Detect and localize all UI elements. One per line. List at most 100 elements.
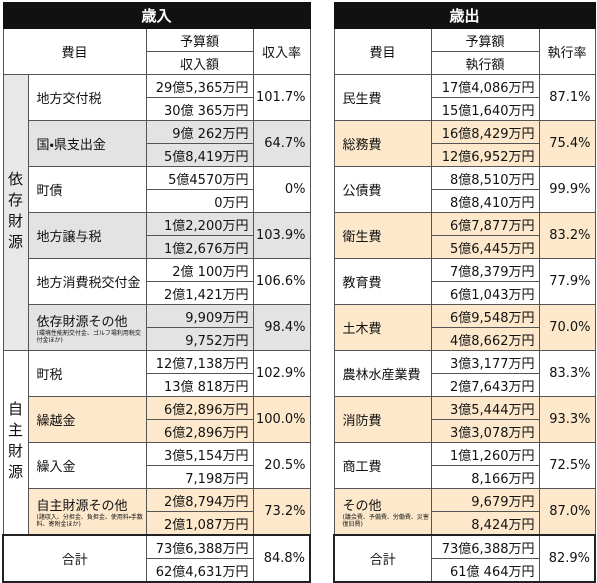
budget-cell: 2億 100万円 <box>145 258 254 282</box>
item-name: 商工費 <box>342 460 382 475</box>
expenditure-table: 歳出 費目 予算額 執行率 執行額 民生費 17億4,086万円 87.1% 15億1,640万… <box>333 2 597 583</box>
item-cell: 土木費 <box>333 304 432 351</box>
item-cell: 公債費 <box>333 166 432 213</box>
data-row: 2億1,421万円 <box>3 281 310 305</box>
item-name: 地方消費税交付金 <box>36 276 141 291</box>
data-row: 1億2,676万円 <box>3 235 310 259</box>
rate-cell: 75.4% <box>538 120 596 167</box>
header-budget: 予算額 <box>145 28 254 52</box>
total-actual: 61億 464万円 <box>430 558 540 583</box>
rate-cell: 73.2% <box>252 488 311 536</box>
actual-cell: 7,198万円 <box>145 465 254 489</box>
data-row: その他 (議会費、予備費、労働費、災害復旧費) 9,679万円 87.0% <box>333 488 596 536</box>
group-cell: 依存財源 <box>2 74 29 351</box>
item-name: 町債 <box>36 184 63 199</box>
data-row: 9,752万円 <box>3 327 310 351</box>
item-name: 民生費 <box>342 92 382 107</box>
budget-cell: 29億5,365万円 <box>145 74 254 98</box>
title-row: 歳出 <box>333 2 596 29</box>
actual-cell: 8,166万円 <box>430 465 540 489</box>
data-row: 0万円 <box>3 189 310 213</box>
item-cell: 繰越金 <box>27 396 147 443</box>
budget-cell: 9億 262万円 <box>145 120 254 144</box>
actual-cell: 3億3,078万円 <box>430 419 540 443</box>
budget-cell: 1億2,200万円 <box>145 212 254 236</box>
data-row: 繰入金 3億5,154万円 20.5% <box>3 442 311 489</box>
header-actual: 収入額 <box>145 51 254 75</box>
budget-cell: 16億8,429万円 <box>430 120 540 144</box>
budget-cell: 8億8,510万円 <box>430 166 540 190</box>
data-row: 依存財源その他 (環境性能割交付金、ゴルフ場利用税交付金ほか) 9,909万円 98.… <box>3 304 311 351</box>
rate-cell: 106.6% <box>252 258 311 305</box>
data-row: 教育費 7億8,379万円 77.9% <box>333 258 596 305</box>
item-cell: 地方譲与税 <box>27 212 147 259</box>
data-row: 6億1,043万円 <box>334 281 595 305</box>
data-row: 消防費 3億5,444万円 93.3% <box>333 396 596 443</box>
item-name: 国・県支出金 <box>36 138 106 153</box>
rate-cell: 98.4% <box>252 304 311 351</box>
actual-cell: 2億1,421万円 <box>145 281 254 305</box>
data-row: 30億 365万円 <box>3 97 310 121</box>
rate-cell: 72.5% <box>538 442 596 489</box>
item-name: 地方交付税 <box>36 92 102 107</box>
header-row: 執行額 <box>334 51 595 75</box>
item-cell: 消防費 <box>333 396 432 443</box>
budget-cell: 5億4570万円 <box>145 166 254 190</box>
data-row: 依存財源 地方交付税 29億5,365万円 101.7% <box>2 74 311 351</box>
data-row: 自主財源その他 (諸収入、分担金、負担金、使用料・手数料、寄附金ほか) 2億8,79… <box>3 488 311 536</box>
item-name: 地方譲与税 <box>36 230 102 245</box>
budget-cell: 17億4,086万円 <box>430 74 540 98</box>
data-row: 公債費 8億8,510万円 99.9% <box>333 166 596 213</box>
actual-cell: 2億7,643万円 <box>430 373 540 397</box>
item-name: 教育費 <box>342 276 382 291</box>
item-name: 農林水産業費 <box>342 368 421 383</box>
total-row: 合計 73億6,388万円 84.8% <box>2 534 312 583</box>
item-cell: 農林水産業費 <box>333 350 432 397</box>
actual-cell: 4億8,662万円 <box>430 327 540 351</box>
budget-cell: 12億7,138万円 <box>145 350 254 374</box>
item-cell: 繰入金 <box>27 442 147 489</box>
rate-cell: 103.9% <box>252 212 311 259</box>
budget-cell: 6億9,548万円 <box>430 304 540 328</box>
section-title: 歳入 <box>2 2 311 29</box>
header-actual: 執行額 <box>430 51 540 75</box>
actual-cell: 6億2,896万円 <box>145 419 254 443</box>
budget-cell: 9,909万円 <box>145 304 254 328</box>
item-name: 町税 <box>36 368 63 383</box>
group-label: 自主財源 <box>6 400 24 485</box>
item-cell: 地方消費税交付金 <box>27 258 147 305</box>
budget-cell: 9,679万円 <box>430 488 540 512</box>
rate-cell: 87.1% <box>538 74 596 121</box>
rate-cell: 93.3% <box>538 396 596 443</box>
data-row: 5億8,419万円 <box>3 143 310 167</box>
item-cell: 町税 <box>27 350 147 397</box>
actual-cell: 8,424万円 <box>430 511 540 536</box>
actual-cell: 13億 818万円 <box>145 373 254 397</box>
data-row: 6億2,896万円 <box>3 419 310 443</box>
item-name: 消防費 <box>342 414 382 429</box>
group-cell: 自主財源 <box>2 350 29 536</box>
total-row: 61億 464万円 <box>334 558 595 583</box>
header-row: 費目 予算額 収入率 <box>2 28 311 75</box>
total-rate: 84.8% <box>252 534 312 583</box>
data-row: 農林水産業費 3億3,177万円 83.3% <box>333 350 596 397</box>
item-cell: 教育費 <box>333 258 432 305</box>
total-rate: 82.9% <box>538 534 597 583</box>
data-row: 民生費 17億4,086万円 87.1% <box>333 74 596 121</box>
total-actual: 62億4,631万円 <box>145 558 254 583</box>
data-row: 町債 5億4570万円 0% <box>3 166 311 213</box>
actual-cell: 8億8,410万円 <box>430 189 540 213</box>
rate-cell: 100.0% <box>252 396 311 443</box>
rate-cell: 101.7% <box>252 74 311 121</box>
item-cell: 民生費 <box>333 74 432 121</box>
rate-cell: 0% <box>252 166 311 213</box>
rate-cell: 99.9% <box>538 166 596 213</box>
actual-cell: 2億1,087万円 <box>145 511 254 536</box>
header-rate: 執行率 <box>538 28 596 75</box>
budget-cell: 6億2,896万円 <box>145 396 254 420</box>
item-name: 依存財源その他 <box>36 315 128 330</box>
item-cell: 自主財源その他 (諸収入、分担金、負担金、使用料・手数料、寄附金ほか) <box>27 488 147 536</box>
data-row: 8,424万円 <box>334 511 595 536</box>
header-rate: 収入率 <box>252 28 311 75</box>
